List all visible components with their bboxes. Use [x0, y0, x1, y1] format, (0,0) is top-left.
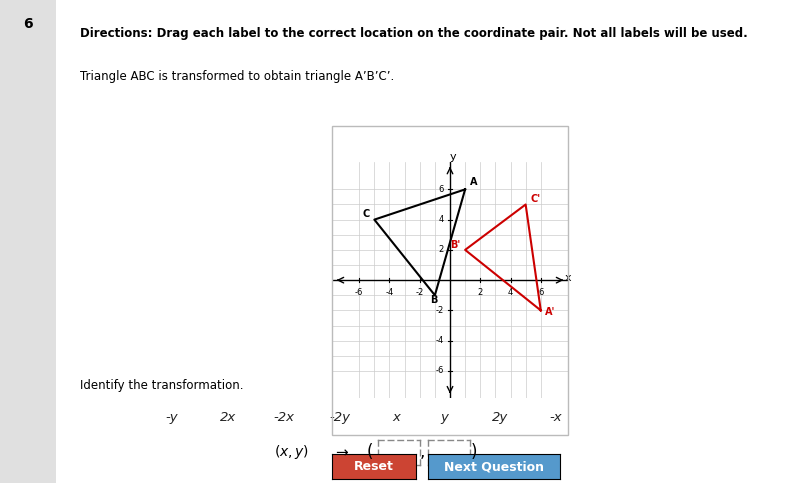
- Text: 2x: 2x: [220, 412, 236, 424]
- FancyBboxPatch shape: [330, 454, 418, 479]
- Text: -6: -6: [435, 367, 444, 375]
- Text: -2: -2: [416, 288, 424, 297]
- Text: Directions: Drag each label to the correct location on the coordinate pair. Not : Directions: Drag each label to the corre…: [80, 27, 748, 40]
- Text: C': C': [530, 194, 540, 204]
- Text: -6: -6: [355, 288, 363, 297]
- Text: -2: -2: [436, 306, 444, 315]
- Text: $(x,y)$: $(x,y)$: [274, 442, 310, 461]
- Text: 4: 4: [438, 215, 444, 224]
- Text: -x: -x: [550, 412, 562, 424]
- Text: -y: -y: [166, 412, 178, 424]
- Text: y: y: [450, 152, 456, 162]
- Text: 4: 4: [508, 288, 513, 297]
- Text: -4: -4: [436, 336, 444, 345]
- Text: 2: 2: [478, 288, 483, 297]
- Text: 6: 6: [23, 17, 33, 31]
- Text: -2y: -2y: [330, 412, 350, 424]
- Text: B: B: [430, 295, 437, 305]
- Text: -2x: -2x: [274, 412, 294, 424]
- Text: B': B': [450, 240, 461, 250]
- Text: Reset: Reset: [354, 460, 394, 473]
- Text: A': A': [546, 307, 556, 317]
- Text: $\rightarrow$: $\rightarrow$: [333, 444, 350, 459]
- Text: ,: ,: [420, 442, 425, 461]
- Text: 6: 6: [438, 185, 444, 194]
- Text: Next Question: Next Question: [444, 460, 544, 473]
- Text: Triangle ABC is transformed to obtain triangle A’B’C’.: Triangle ABC is transformed to obtain tr…: [80, 70, 394, 83]
- Text: 2y: 2y: [492, 412, 508, 424]
- Text: C: C: [362, 209, 370, 219]
- Text: ): ): [470, 442, 477, 461]
- Text: x: x: [392, 412, 400, 424]
- Text: 2: 2: [438, 245, 444, 255]
- Text: 6: 6: [538, 288, 543, 297]
- Text: x: x: [565, 273, 571, 283]
- Text: -4: -4: [386, 288, 394, 297]
- Text: y: y: [440, 412, 448, 424]
- Text: A: A: [470, 177, 477, 187]
- FancyBboxPatch shape: [424, 454, 564, 479]
- Text: (: (: [366, 442, 373, 461]
- Text: Identify the transformation.: Identify the transformation.: [80, 379, 243, 392]
